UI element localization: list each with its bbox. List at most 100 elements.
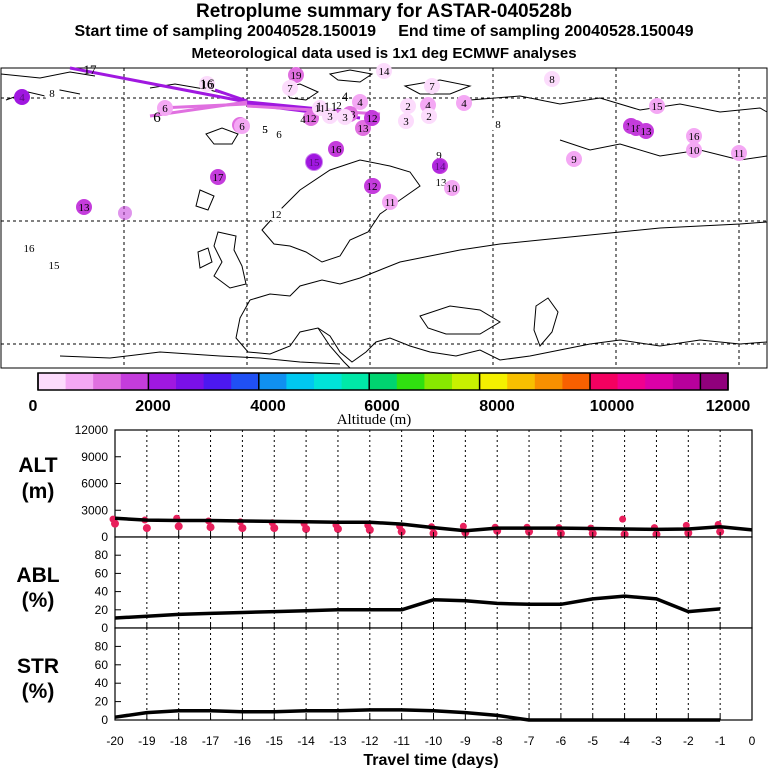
y-tick-label: 40: [95, 676, 109, 690]
colorbar-swatch: [341, 373, 370, 390]
x-tick-label: -2: [683, 734, 694, 748]
marker-label: 13: [436, 177, 448, 189]
marker-label: 4: [461, 98, 467, 110]
map-marker: 10: [444, 180, 460, 196]
panel-label-unit: (m): [22, 480, 55, 503]
marker-dot: [638, 123, 654, 139]
map-marker: 12: [364, 110, 380, 126]
map-label: 1: [324, 99, 331, 114]
marker-label: 16: [689, 131, 701, 143]
marker-dot: [686, 142, 702, 158]
map-label: 6: [153, 110, 161, 126]
x-tick-label: -20: [106, 734, 124, 748]
marker-label: 11: [315, 103, 326, 115]
retroplume-map: 1619148487744156641213121311656333228171…: [0, 62, 768, 369]
colorbar-swatch: [617, 373, 646, 390]
map-markers: 1619148487744156641213121311656333228171…: [14, 63, 747, 273]
map-marker: 3: [322, 108, 338, 124]
y-tick-label: 40: [95, 585, 109, 599]
colorbar-swatch: [479, 373, 508, 390]
map-marker: 12: [268, 206, 284, 222]
x-tick-label: -6: [556, 734, 567, 748]
marker-dot: [382, 194, 398, 210]
x-tick-label: -15: [266, 734, 284, 748]
map-marker: 11: [731, 145, 747, 161]
marker-dot: [421, 108, 437, 124]
colorbar-swatch: [65, 373, 94, 390]
colorbar-swatch: [369, 373, 398, 390]
colorbar-swatch: [93, 373, 122, 390]
colorbar-swatch: [396, 373, 425, 390]
marker-label: 12: [306, 113, 317, 125]
met-data-note: Meteorological data used is 1x1 deg ECMW…: [191, 45, 577, 62]
altitude-point: [682, 521, 690, 529]
y-tick-label: 0: [101, 713, 108, 727]
panel-alt: 0 3000 6000 9000 12000 ALT (m): [18, 423, 753, 544]
panel-label-unit: (%): [22, 680, 55, 703]
marker-label: 12: [367, 113, 378, 125]
map-marker: 13: [76, 199, 92, 215]
altitude-point: [238, 524, 247, 533]
marker-label: 13: [641, 126, 653, 138]
altitude-point: [174, 522, 183, 531]
marker-dot: [199, 76, 215, 92]
y-tick-label: 0: [101, 621, 108, 635]
y-tick-label: 20: [95, 695, 109, 709]
x-tick-label: -4: [619, 734, 630, 748]
marker-label: 4: [425, 100, 431, 112]
marker-label: 6: [276, 129, 282, 141]
y-tick-label: 3000: [81, 503, 108, 517]
y-tick-label: 12000: [75, 423, 109, 437]
colorbar-swatch: [120, 373, 149, 390]
map-marker: 6: [234, 118, 250, 134]
map-marker: 16: [21, 240, 37, 256]
marker-dot: [46, 257, 62, 273]
colorbar-tick-label: 6000: [364, 398, 400, 415]
map-marker: 16: [686, 128, 702, 144]
marker-dot: [288, 67, 304, 83]
map-frame: [0, 67, 768, 369]
marker-dot: [157, 100, 173, 116]
colorbar-label: Altitude (m): [337, 412, 412, 428]
colorbar-swatch: [148, 373, 177, 390]
map-marker: 13: [638, 123, 654, 139]
altitude-point: [142, 524, 151, 533]
marker-label: 16: [24, 243, 36, 255]
marker-dot: [44, 85, 60, 101]
marker-dot: [364, 178, 380, 194]
map-marker: 6: [271, 126, 287, 142]
map-label: 4: [300, 114, 306, 126]
marker-dot: [444, 180, 460, 196]
colorbar-swatch: [286, 373, 315, 390]
colorbar-swatch: [203, 373, 232, 390]
colorbar-tick-label: 12000: [706, 398, 751, 415]
marker-label: 3: [342, 112, 348, 124]
panel-abl: 0 20 40 60 80 ABL(%): [16, 536, 753, 635]
x-tick-label: -5: [587, 734, 598, 748]
x-tick-label: -7: [524, 734, 535, 748]
map-marker: 8: [44, 85, 60, 101]
map-label: 4: [342, 89, 349, 104]
map-marker: 2: [421, 108, 437, 124]
x-tick-label: -9: [460, 734, 471, 748]
marker-label: 14: [379, 66, 391, 78]
marker-dot: [731, 145, 747, 161]
marker-dot: [337, 109, 353, 125]
marker-dot: [328, 141, 344, 157]
altitude-point: [270, 524, 279, 533]
map-marker: 10: [686, 142, 702, 158]
map-label: 2: [336, 100, 342, 112]
colorbar-swatch: [700, 373, 729, 390]
marker-label: 13: [79, 202, 91, 214]
colorbar-swatch: [562, 373, 591, 390]
colorbar-tick-labels: 0 2000 4000 6000 8000 10000 12000: [29, 398, 751, 415]
marker-label: 16: [331, 144, 343, 156]
marker-dot: [566, 151, 582, 167]
marker-label: 6: [162, 103, 168, 115]
panel-label-unit: (%): [22, 589, 55, 612]
x-tick-label: -14: [297, 734, 315, 748]
colorbar-tick-label: 2000: [135, 398, 171, 415]
marker-dot: [364, 110, 380, 126]
map-marker: 4: [456, 95, 472, 111]
